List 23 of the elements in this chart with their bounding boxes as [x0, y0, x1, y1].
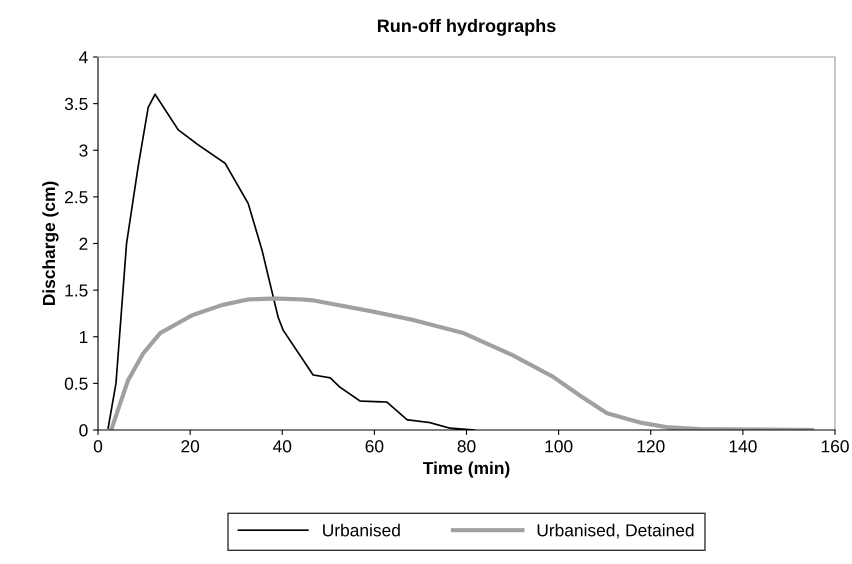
x-tick-label: 140 [730, 440, 757, 452]
y-tick-label: 2 [79, 238, 88, 250]
y-tick-label: 1.5 [65, 284, 88, 297]
y-tick-label: 4 [79, 51, 88, 64]
y-tick-label: 2.5 [65, 191, 88, 204]
x-tick-label: 60 [366, 440, 384, 452]
x-axis-title: Time (min) [422, 461, 510, 478]
y-tick-label: 0.5 [64, 378, 88, 390]
x-tick-label: 120 [638, 440, 665, 452]
x-tick-label: 80 [458, 440, 476, 452]
x-tick-label: 160 [822, 440, 849, 452]
legend-label: Urbanised, Detained [538, 524, 694, 538]
x-tick-label: 0 [94, 440, 102, 452]
x-tick-label: 40 [272, 440, 292, 452]
y-tick-label: 3 [79, 144, 88, 157]
x-tick-label: 20 [181, 440, 200, 452]
y-tick-label: 0 [79, 424, 88, 436]
legend-label: Urbanised [323, 524, 400, 536]
chart-title: Run-off hydrographs [378, 18, 556, 36]
y-tick-label: 1 [80, 331, 88, 344]
y-tick-label: 3.5 [64, 98, 88, 110]
y-axis-title: Discharge (cm) [42, 182, 59, 306]
x-tick-label: 100 [545, 440, 572, 452]
